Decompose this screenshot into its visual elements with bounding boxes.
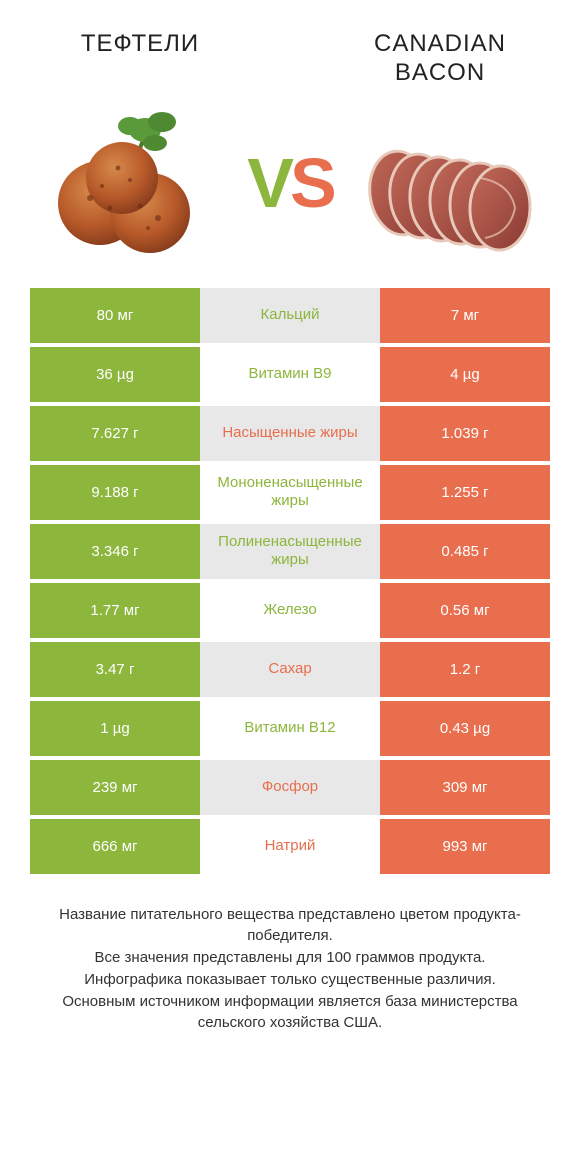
title-left: ТЕФТЕЛИ [30, 30, 250, 59]
vs-v: V [247, 144, 290, 222]
nutrient-label: Фосфор [200, 760, 380, 815]
comparison-table: 80 мгКальций7 мг36 µgВитамин B94 µg7.627… [30, 288, 550, 874]
footnote-line: Название питательного вещества представл… [40, 904, 540, 948]
table-row: 3.346 гПолиненасыщенные жиры0.485 г [30, 524, 550, 579]
value-right: 1.039 г [380, 406, 550, 461]
value-right: 993 мг [380, 819, 550, 874]
value-right: 7 мг [380, 288, 550, 343]
value-left: 7.627 г [30, 406, 200, 461]
nutrient-label: Насыщенные жиры [200, 406, 380, 461]
value-right: 1.2 г [380, 642, 550, 697]
title-right: CANADIAN BACON [330, 30, 550, 88]
value-right: 0.56 мг [380, 583, 550, 638]
table-row: 1 µgВитамин B120.43 µg [30, 701, 550, 756]
value-left: 1 µg [30, 701, 200, 756]
infographic-container: ТЕФТЕЛИ CANADIAN BACON [0, 0, 580, 1174]
value-left: 9.188 г [30, 465, 200, 520]
value-right: 4 µg [380, 347, 550, 402]
table-row: 1.77 мгЖелезо0.56 мг [30, 583, 550, 638]
value-left: 36 µg [30, 347, 200, 402]
hero-row: VS [30, 108, 550, 258]
value-right: 0.43 µg [380, 701, 550, 756]
nutrient-label: Мононенасыщенные жиры [200, 465, 380, 520]
value-left: 3.346 г [30, 524, 200, 579]
nutrient-label: Витамин B12 [200, 701, 380, 756]
nutrient-label: Кальций [200, 288, 380, 343]
table-row: 666 мгНатрий993 мг [30, 819, 550, 874]
table-row: 36 µgВитамин B94 µg [30, 347, 550, 402]
food-right-image [360, 108, 540, 258]
value-left: 3.47 г [30, 642, 200, 697]
table-row: 239 мгФосфор309 мг [30, 760, 550, 815]
footnote-line: Все значения представлены для 100 граммо… [40, 947, 540, 969]
footnotes: Название питательного вещества представл… [30, 904, 550, 1035]
table-row: 80 мгКальций7 мг [30, 288, 550, 343]
nutrient-label: Сахар [200, 642, 380, 697]
value-right: 0.485 г [380, 524, 550, 579]
value-right: 309 мг [380, 760, 550, 815]
vs-s: S [290, 144, 333, 222]
header: ТЕФТЕЛИ CANADIAN BACON [30, 30, 550, 88]
footnote-line: Инфографика показывает только существенн… [40, 969, 540, 991]
value-left: 80 мг [30, 288, 200, 343]
table-row: 7.627 гНасыщенные жиры1.039 г [30, 406, 550, 461]
footnote-line: Основным источником информации является … [40, 991, 540, 1035]
nutrient-label: Натрий [200, 819, 380, 874]
value-right: 1.255 г [380, 465, 550, 520]
table-row: 9.188 гМононенасыщенные жиры1.255 г [30, 465, 550, 520]
table-row: 3.47 гСахар1.2 г [30, 642, 550, 697]
nutrient-label: Витамин B9 [200, 347, 380, 402]
value-left: 239 мг [30, 760, 200, 815]
value-left: 666 мг [30, 819, 200, 874]
value-left: 1.77 мг [30, 583, 200, 638]
nutrient-label: Полиненасыщенные жиры [200, 524, 380, 579]
nutrient-label: Железо [200, 583, 380, 638]
vs-label: VS [247, 143, 332, 223]
food-left-image [40, 108, 220, 258]
